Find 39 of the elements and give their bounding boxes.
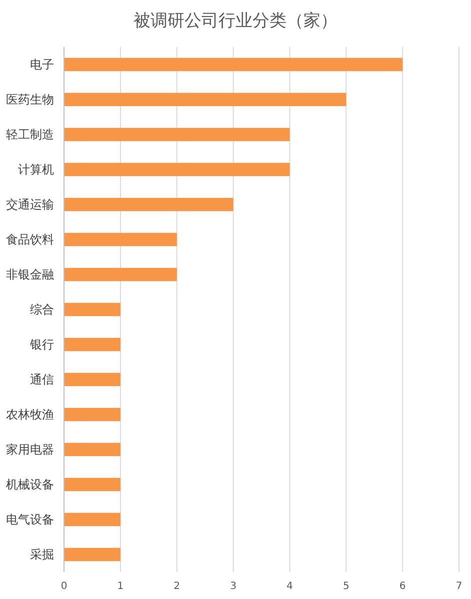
y-tick-label: 农林牧渔: [6, 408, 54, 422]
y-tick-label: 综合: [30, 302, 54, 316]
y-tick-label: 非银金融: [6, 268, 54, 282]
y-tick-label: 机械设备: [6, 478, 54, 492]
bar: [64, 338, 120, 352]
bar: [64, 92, 346, 106]
y-tick-label: 食品饮料: [6, 232, 54, 246]
bar: [64, 442, 120, 456]
y-tick-label: 采掘: [30, 548, 54, 562]
bar: [64, 162, 290, 176]
bar: [64, 548, 120, 562]
bar: [64, 302, 120, 316]
x-tick-label: 4: [286, 581, 293, 592]
bar: [64, 372, 120, 386]
x-tick-label: 1: [117, 581, 124, 592]
y-tick-label: 轻工制造: [6, 128, 54, 142]
bar: [64, 232, 177, 246]
y-tick-label: 通信: [30, 372, 54, 386]
y-tick-label: 电气设备: [6, 512, 54, 526]
bar: [64, 128, 290, 142]
x-tick-label: 0: [60, 581, 68, 592]
bar: [64, 198, 234, 212]
y-tick-label: 计算机: [18, 162, 54, 176]
y-tick-label: 银行: [29, 338, 54, 352]
y-tick-label: 电子: [30, 58, 54, 72]
bar: [64, 58, 403, 72]
y-tick-label: 交通运输: [6, 198, 54, 212]
y-tick-label: 家用电器: [6, 442, 54, 456]
x-tick-label: 6: [399, 581, 406, 592]
x-tick-label: 3: [230, 581, 236, 592]
bar: [64, 268, 177, 282]
y-tick-label: 医药生物: [6, 92, 54, 106]
x-tick-label: 5: [342, 581, 350, 592]
bar: [64, 408, 120, 422]
bar: [64, 478, 120, 492]
chart-title: 被调研公司行业分类（家）: [134, 11, 338, 31]
x-tick-label: 7: [456, 581, 462, 592]
bar: [64, 512, 120, 526]
x-tick-label: 2: [174, 581, 180, 592]
